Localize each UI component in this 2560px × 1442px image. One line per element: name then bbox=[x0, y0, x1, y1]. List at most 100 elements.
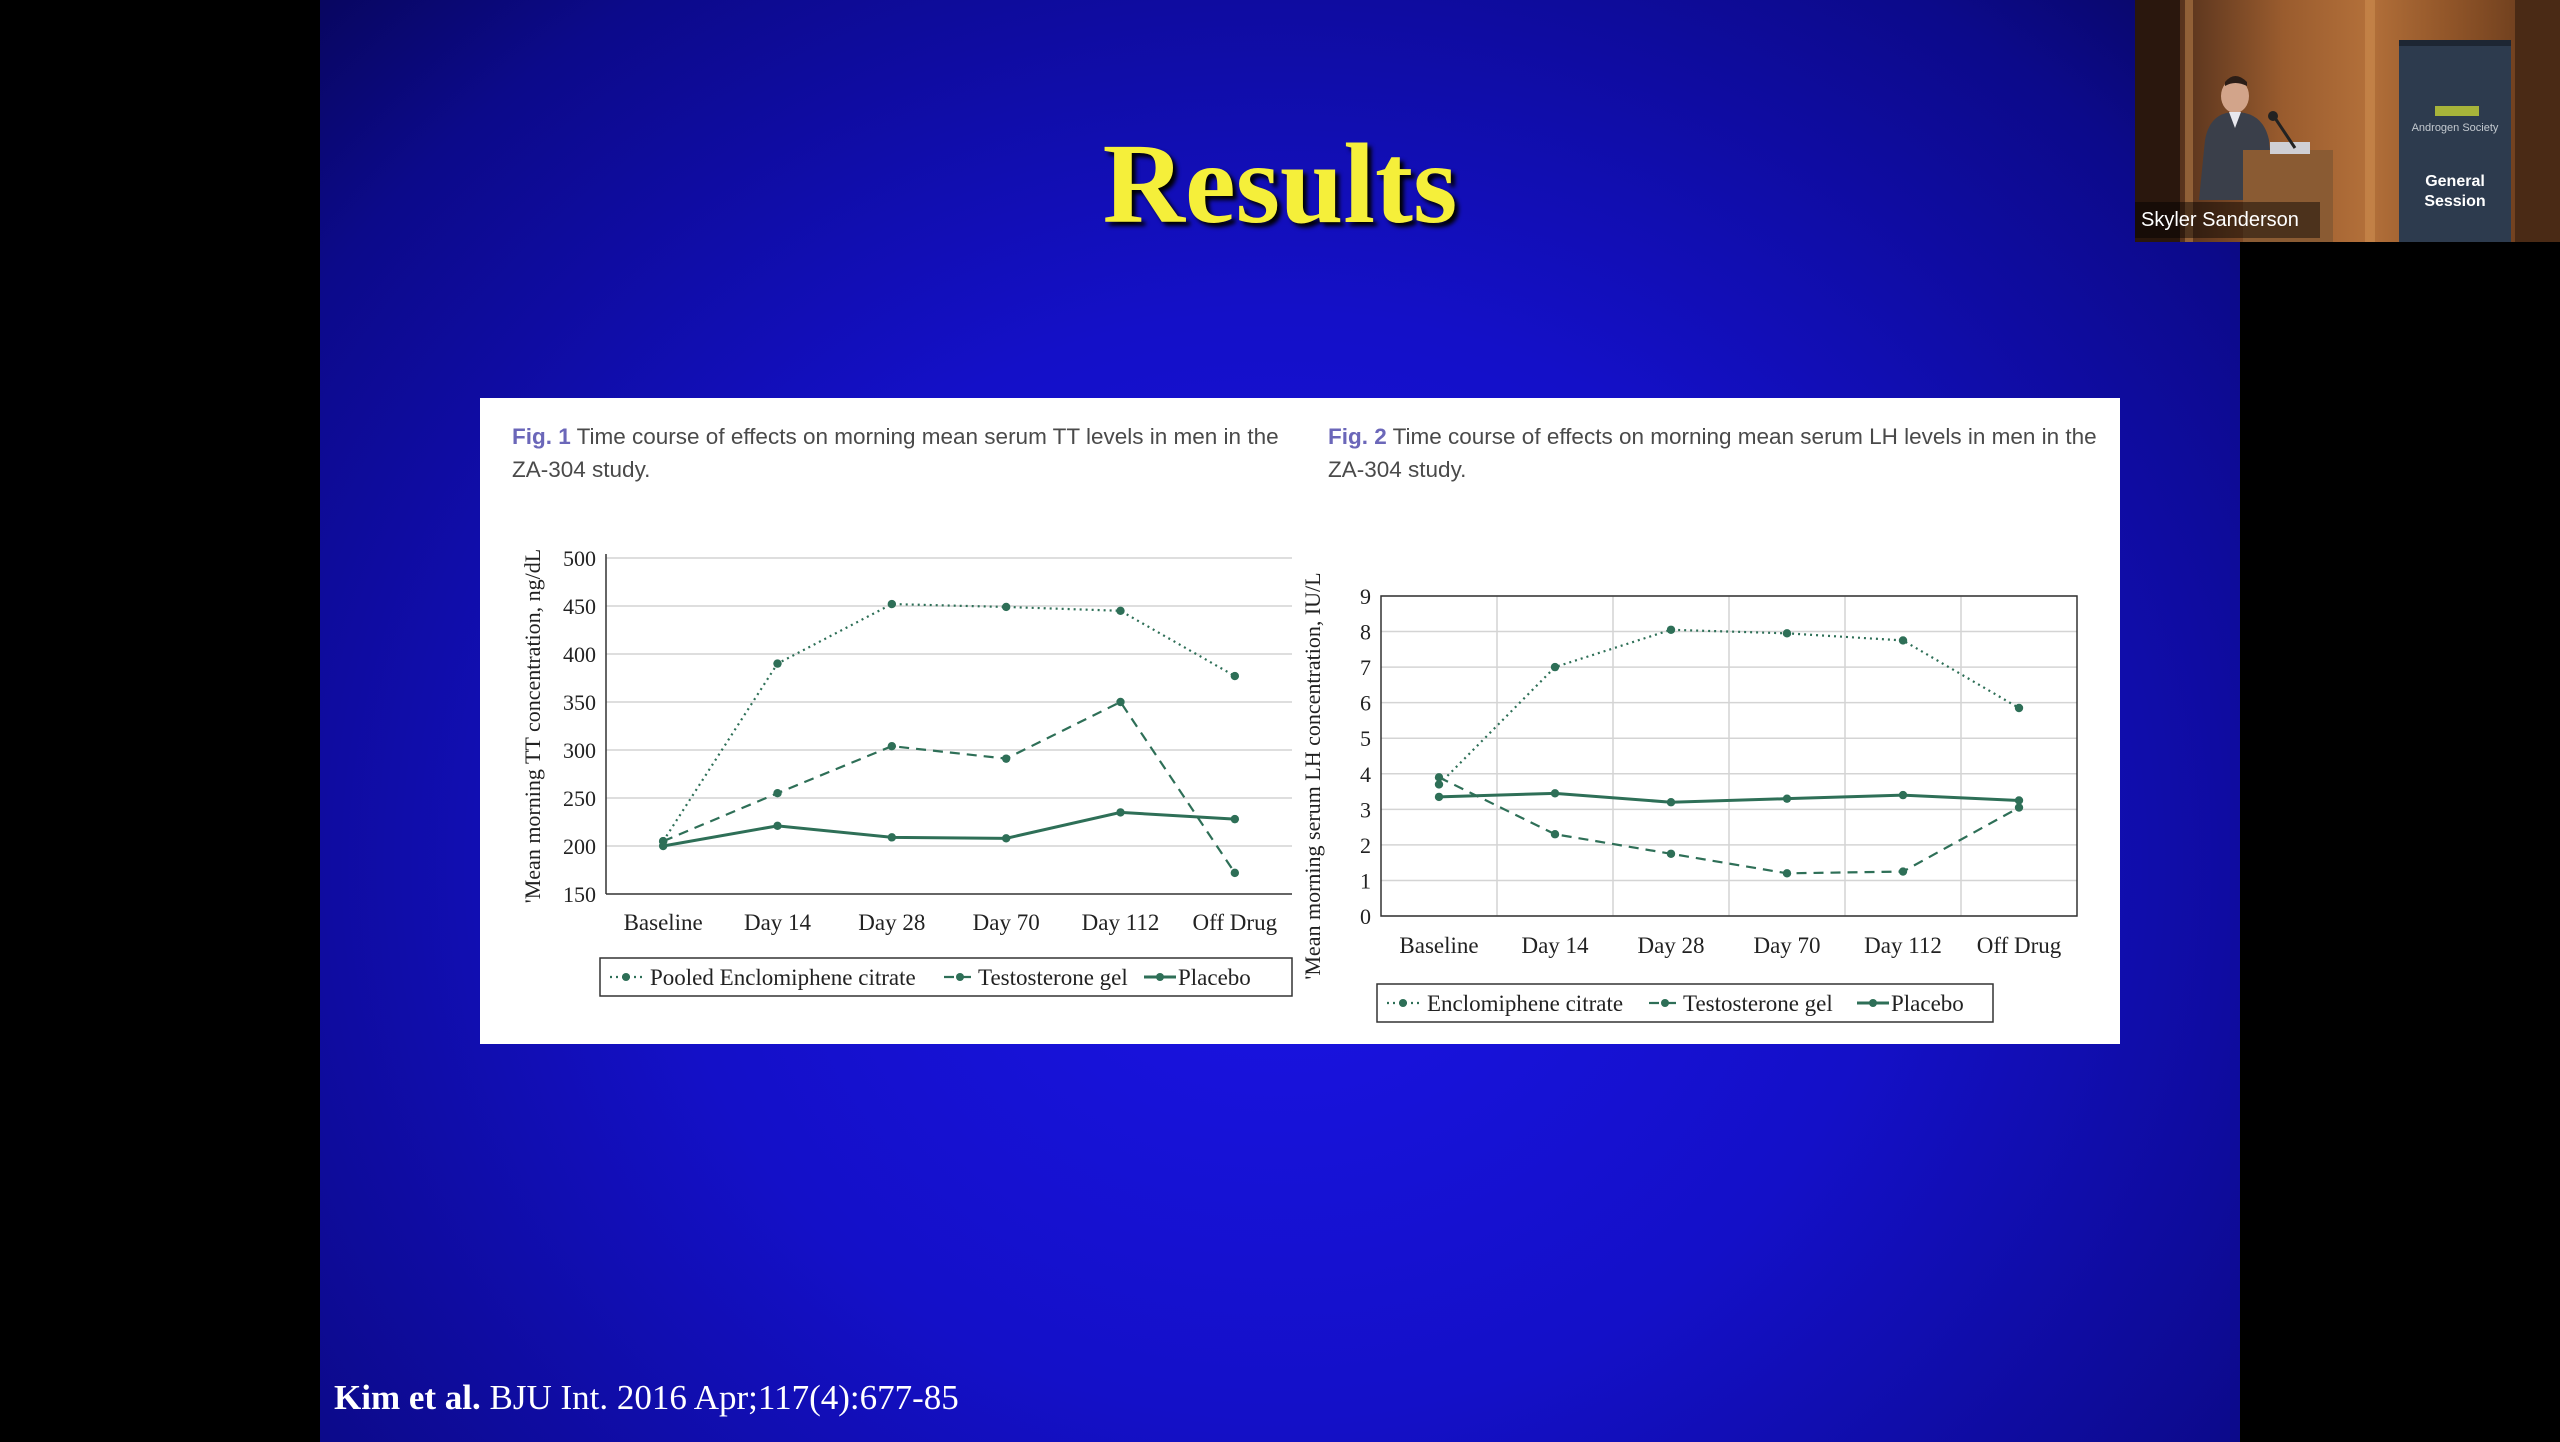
fig2-plot-frame bbox=[1380, 595, 2078, 917]
fig2-data-point bbox=[1782, 629, 1792, 638]
fig2-data-point bbox=[1434, 780, 1444, 789]
citation-reference: BJU Int. 2016 Apr;117(4):677-85 bbox=[480, 1378, 959, 1417]
fig1-legend-label: Pooled Enclomiphene citrate bbox=[650, 965, 916, 990]
fig1-data-point bbox=[773, 821, 782, 831]
fig1-xtick-label: Day 112 bbox=[1082, 910, 1160, 935]
fig1-xtick-label: Baseline bbox=[624, 910, 703, 935]
fig1-legend-marker bbox=[956, 973, 964, 981]
podium bbox=[2243, 150, 2333, 242]
fig2-ytick-label: 9 bbox=[1360, 584, 1371, 609]
fig2-xtick-label: Day 14 bbox=[1521, 933, 1589, 958]
fig1-data-point bbox=[1116, 697, 1125, 707]
fig2-xtick-label: Day 112 bbox=[1864, 933, 1942, 958]
fig1-tt-chart: 150 200 250 300 350 400 450 500 Baseline Day 14 Da… bbox=[520, 546, 1293, 997]
fig1-data-point bbox=[658, 841, 668, 851]
fig1-series-line-solid bbox=[662, 810, 1235, 848]
fig1-caption-label: Fig. 1 bbox=[512, 424, 571, 449]
fig2-series-line-solid bbox=[1438, 791, 2020, 804]
fig2-data-point bbox=[1550, 662, 1560, 672]
fig1-series-line-dashed bbox=[662, 700, 1236, 874]
fig1-xtick-label: Day 14 bbox=[744, 910, 812, 935]
fig1-ytick-label: 250 bbox=[563, 786, 596, 811]
citation: Kim et al. BJU Int. 2016 Apr;117(4):677-… bbox=[334, 1378, 959, 1418]
fig2-data-point bbox=[1550, 789, 1560, 798]
fig2-data-point bbox=[1898, 636, 1908, 645]
fig2-ytick-label: 1 bbox=[1360, 868, 1371, 893]
fig1-data-point bbox=[1001, 602, 1011, 612]
fig2-ytick-label: 4 bbox=[1360, 762, 1371, 787]
webcam-scene: Androgen Society General Session Skyler … bbox=[2135, 0, 2560, 242]
fig2-caption-label: Fig. 2 bbox=[1328, 424, 1387, 449]
fig2-legend-marker bbox=[1399, 999, 1407, 1007]
fig2-data-point bbox=[1666, 798, 1676, 807]
fig1-series-line-dotted bbox=[662, 602, 1236, 842]
fig2-xtick-label: Off Drug bbox=[1977, 933, 2062, 958]
fig1-legend-label: Placebo bbox=[1178, 965, 1251, 990]
fig2-ylabel: 'Mean morning serum LH concentration, IU… bbox=[1300, 572, 1325, 979]
fig1-data-point bbox=[887, 599, 897, 609]
fig1-data-point bbox=[773, 659, 782, 668]
fig1-xtick-label: Off Drug bbox=[1193, 910, 1278, 935]
fig2-data-point bbox=[2014, 703, 2024, 713]
fig2-data-point bbox=[1898, 867, 1908, 876]
fig1-data-point bbox=[887, 833, 897, 842]
fig2-data-point bbox=[2014, 796, 2024, 805]
fig1-legend-label: Testosterone gel bbox=[978, 965, 1128, 990]
fig1-data-point bbox=[1116, 808, 1125, 817]
fig1-ytick-label: 400 bbox=[563, 642, 596, 667]
fig2-data-point bbox=[1666, 625, 1676, 634]
fig2-ytick-label: 7 bbox=[1360, 655, 1371, 680]
fig2-legend-marker bbox=[1869, 999, 1877, 1007]
slide: Results Fig. 1 Time course of effects on… bbox=[320, 0, 2240, 1442]
fig2-legend-label: Enclomiphene citrate bbox=[1427, 991, 1623, 1016]
fig2-data-point bbox=[1782, 794, 1792, 803]
fig1-ytick-label: 300 bbox=[563, 738, 596, 763]
fig1-legend-marker bbox=[622, 973, 630, 981]
fig2-xtick-label: Day 28 bbox=[1637, 933, 1704, 958]
fig1-data-point bbox=[1116, 606, 1125, 615]
fig1-xtick-label: Day 70 bbox=[973, 910, 1040, 935]
fig1-caption: Fig. 1 Time course of effects on morning… bbox=[512, 420, 1292, 486]
speaker-name-label: Skyler Sanderson bbox=[2141, 209, 2299, 231]
fig2-lh-chart: 0 1 2 3 4 5 6 7 8 9 Baseline Day 14 Day 28 Day 70 Day … bbox=[1300, 572, 2078, 1023]
fig1-ytick-label: 500 bbox=[563, 546, 596, 571]
fig2-data-point bbox=[1434, 792, 1444, 802]
fig2-ytick-label: 8 bbox=[1360, 620, 1371, 645]
fig1-data-point bbox=[1001, 834, 1011, 843]
fig1-ytick-label: 350 bbox=[563, 690, 596, 715]
fig2-ytick-label: 3 bbox=[1360, 797, 1371, 822]
fig2-series-line-dotted bbox=[1438, 628, 2020, 786]
fig2-legend-label: Placebo bbox=[1891, 991, 1964, 1016]
fig2-data-point bbox=[1898, 790, 1908, 800]
fig2-ytick-label: 6 bbox=[1360, 691, 1371, 716]
fig1-data-point bbox=[1230, 868, 1240, 878]
fig2-data-point bbox=[1434, 773, 1444, 782]
session-banner: Androgen Society General Session bbox=[2399, 40, 2511, 242]
fig2-xtick-label: Baseline bbox=[1399, 933, 1478, 958]
fig2-data-point bbox=[1666, 849, 1676, 858]
fig1-ytick-label: 150 bbox=[563, 882, 596, 907]
fig1-legend-marker bbox=[1156, 973, 1164, 981]
fig2-data-point bbox=[2014, 803, 2024, 812]
fig2-series-line-dashed bbox=[1438, 776, 2020, 875]
fig2-caption-text: Time course of effects on morning mean s… bbox=[1328, 424, 2097, 482]
slide-title: Results bbox=[1102, 120, 1458, 247]
banner-org: Androgen Society bbox=[2412, 122, 2499, 134]
fig2-xtick-label: Day 70 bbox=[1753, 933, 1820, 958]
speaker-webcam: Androgen Society General Session Skyler … bbox=[2135, 0, 2560, 242]
fig2-legend-label: Testosterone gel bbox=[1683, 991, 1833, 1016]
figure-panel: Fig. 1 Time course of effects on morning… bbox=[480, 398, 2120, 1044]
fig1-data-point bbox=[887, 741, 897, 751]
fig1-data-point bbox=[1001, 754, 1011, 763]
fig1-ytick-label: 450 bbox=[563, 594, 596, 619]
fig2-data-point bbox=[1782, 869, 1792, 878]
fig2-legend-marker bbox=[1661, 999, 1669, 1007]
fig2-ytick-label: 2 bbox=[1360, 833, 1371, 858]
fig1-data-point bbox=[1230, 814, 1240, 824]
fig2-caption: Fig. 2 Time course of effects on morning… bbox=[1328, 420, 2108, 486]
fig2-ytick-label: 0 bbox=[1360, 904, 1371, 929]
banner-line2: Session bbox=[2424, 193, 2485, 210]
fig2-ytick-label: 5 bbox=[1360, 726, 1371, 751]
citation-authors: Kim et al. bbox=[334, 1378, 481, 1417]
fig1-ytick-label: 200 bbox=[563, 834, 596, 859]
